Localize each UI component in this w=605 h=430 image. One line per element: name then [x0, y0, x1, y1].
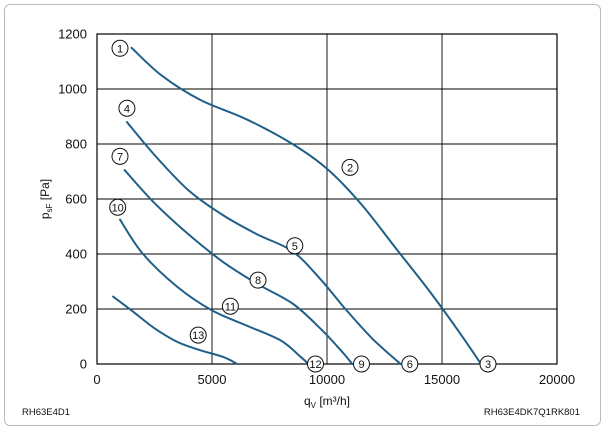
footer-left-code: RH63E4D1: [22, 407, 70, 418]
y-tick-label: 0: [80, 357, 87, 372]
x-tick-label: 20000: [539, 372, 575, 387]
x-tick-label: 10000: [309, 372, 345, 387]
curve-marker-circle: [341, 158, 359, 176]
x-tick-label: 5000: [198, 372, 227, 387]
curve-marker-circle: [479, 355, 497, 373]
curve-6: [125, 121, 402, 365]
curve-marker-label: 5: [292, 241, 298, 253]
curve-marker-circle: [109, 198, 127, 216]
curve-marker-circle: [221, 297, 239, 315]
y-tick-label: 600: [65, 192, 87, 207]
curve-marker-label: 9: [358, 359, 364, 371]
y-tick-label: 1200: [58, 27, 87, 42]
chart-ticks: 0 5000 10000 15000 20000 0 200 400 600 800 1000 120…: [58, 27, 575, 388]
curve-marker-circle: [111, 39, 129, 57]
curve-marker-circle: [249, 271, 267, 289]
y-tick-label: 800: [65, 137, 87, 152]
curve-marker-label: 3: [485, 359, 491, 371]
chart-frame: [4, 4, 601, 426]
curve-marker-label: 10: [112, 202, 124, 214]
curve-marker-label: 12: [309, 359, 321, 371]
curve-marker-circle: [286, 237, 304, 255]
curve-marker-circle: [307, 355, 324, 373]
y-tick-label: 200: [65, 302, 87, 317]
curve-marker-circle: [401, 355, 419, 373]
curve-marker-label: 11: [225, 301, 236, 313]
curve-2: [130, 46, 483, 365]
curve-marker-circle: [353, 355, 370, 373]
curve-marker-label: 4: [124, 103, 130, 115]
x-axis-label: qV [m³/h]: [304, 394, 350, 410]
curve-marker-label: 7: [117, 151, 123, 163]
chart-grid: [96, 33, 558, 365]
curve-13: [112, 295, 239, 365]
footer-right-code: RH63E4DK7Q1RK801: [484, 407, 580, 418]
curve-marker-circle: [189, 326, 207, 344]
curve-marker-label: 13: [192, 330, 204, 342]
curve-12: [119, 218, 310, 365]
curve-marker-label: 8: [255, 275, 261, 287]
x-tick-label: 0: [93, 372, 100, 387]
y-tick-label: 400: [65, 247, 87, 262]
curve-marker-circle: [118, 99, 136, 117]
y-axis-label: psF [Pa]: [38, 179, 54, 219]
y-tick-label: 1000: [58, 82, 87, 97]
curve-marker-label: 2: [347, 162, 353, 174]
chart-curves: [112, 46, 483, 365]
curve-marker-circle: [111, 147, 129, 165]
curve-marker-label: 6: [407, 359, 413, 371]
curve-marker-label: 1: [117, 43, 123, 55]
x-tick-label: 15000: [424, 372, 460, 387]
y-axis-label-group: psF [Pa]: [38, 179, 54, 219]
